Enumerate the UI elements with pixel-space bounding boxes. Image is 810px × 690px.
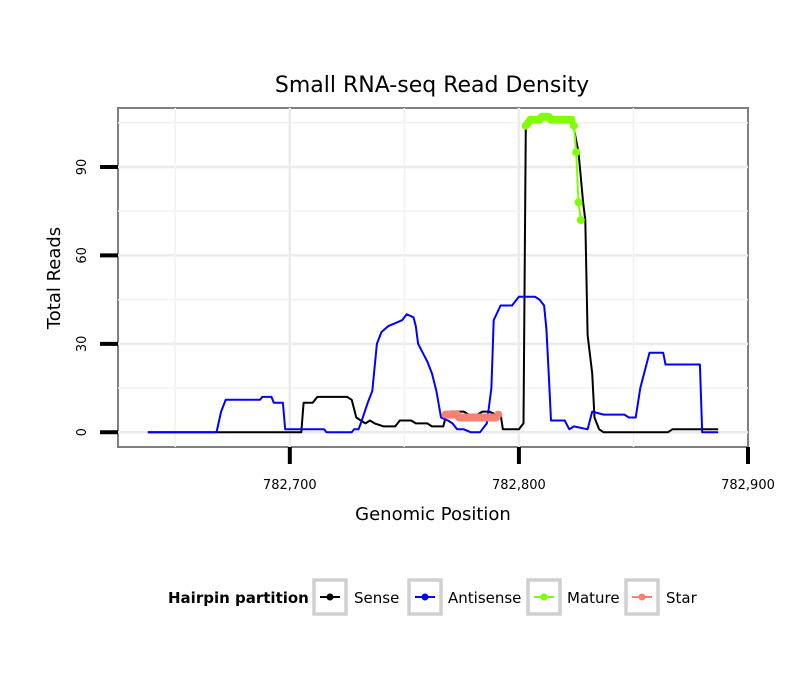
series-star <box>441 410 503 422</box>
x-axis-title: Genomic Position <box>355 504 511 525</box>
grid <box>118 108 748 447</box>
legend-key-point <box>421 593 429 601</box>
y-tick-label: 60 <box>75 247 90 264</box>
legend-key-point <box>540 593 548 601</box>
legend-label: Antisense <box>448 589 521 607</box>
series-layer <box>147 112 719 434</box>
legend-key-point <box>326 593 334 601</box>
legend-item-mature: Mature <box>526 578 620 616</box>
y-tick-label: 30 <box>75 336 90 353</box>
legend-label: Star <box>666 589 698 607</box>
plot-panel <box>117 107 749 448</box>
legend-label: Mature <box>567 589 620 607</box>
legend: Hairpin partition Sense Antisense Mature St… <box>168 578 698 616</box>
y-axis: 0 30 60 90 <box>75 159 118 436</box>
y-tick-label: 90 <box>75 159 90 176</box>
y-tick-label: 0 <box>75 428 90 436</box>
series-antisense <box>147 295 719 434</box>
data-point-mature <box>576 216 585 224</box>
data-point-mature <box>572 148 581 157</box>
x-tick-label: 782,700 <box>263 478 317 493</box>
x-tick-label: 782,900 <box>721 478 775 493</box>
y-axis-title: Total Reads <box>44 227 65 330</box>
legend-title: Hairpin partition <box>168 589 309 607</box>
data-point-mature <box>574 198 583 207</box>
x-axis: 782,700 782,800 782,900 <box>263 447 775 493</box>
series-line-antisense <box>147 295 719 434</box>
legend-item-sense: Sense <box>312 578 399 616</box>
legend-key-point <box>638 593 646 601</box>
legend-label: Sense <box>354 589 399 607</box>
chart-title: Small RNA-seq Read Density <box>275 73 589 98</box>
data-point-mature <box>569 121 578 130</box>
legend-item-antisense: Antisense <box>407 578 521 616</box>
legend-key <box>526 578 562 616</box>
x-tick-label: 782,800 <box>492 478 546 493</box>
series-mature <box>521 112 585 224</box>
data-point-star <box>494 410 503 419</box>
legend-item-star: Star <box>624 578 698 616</box>
